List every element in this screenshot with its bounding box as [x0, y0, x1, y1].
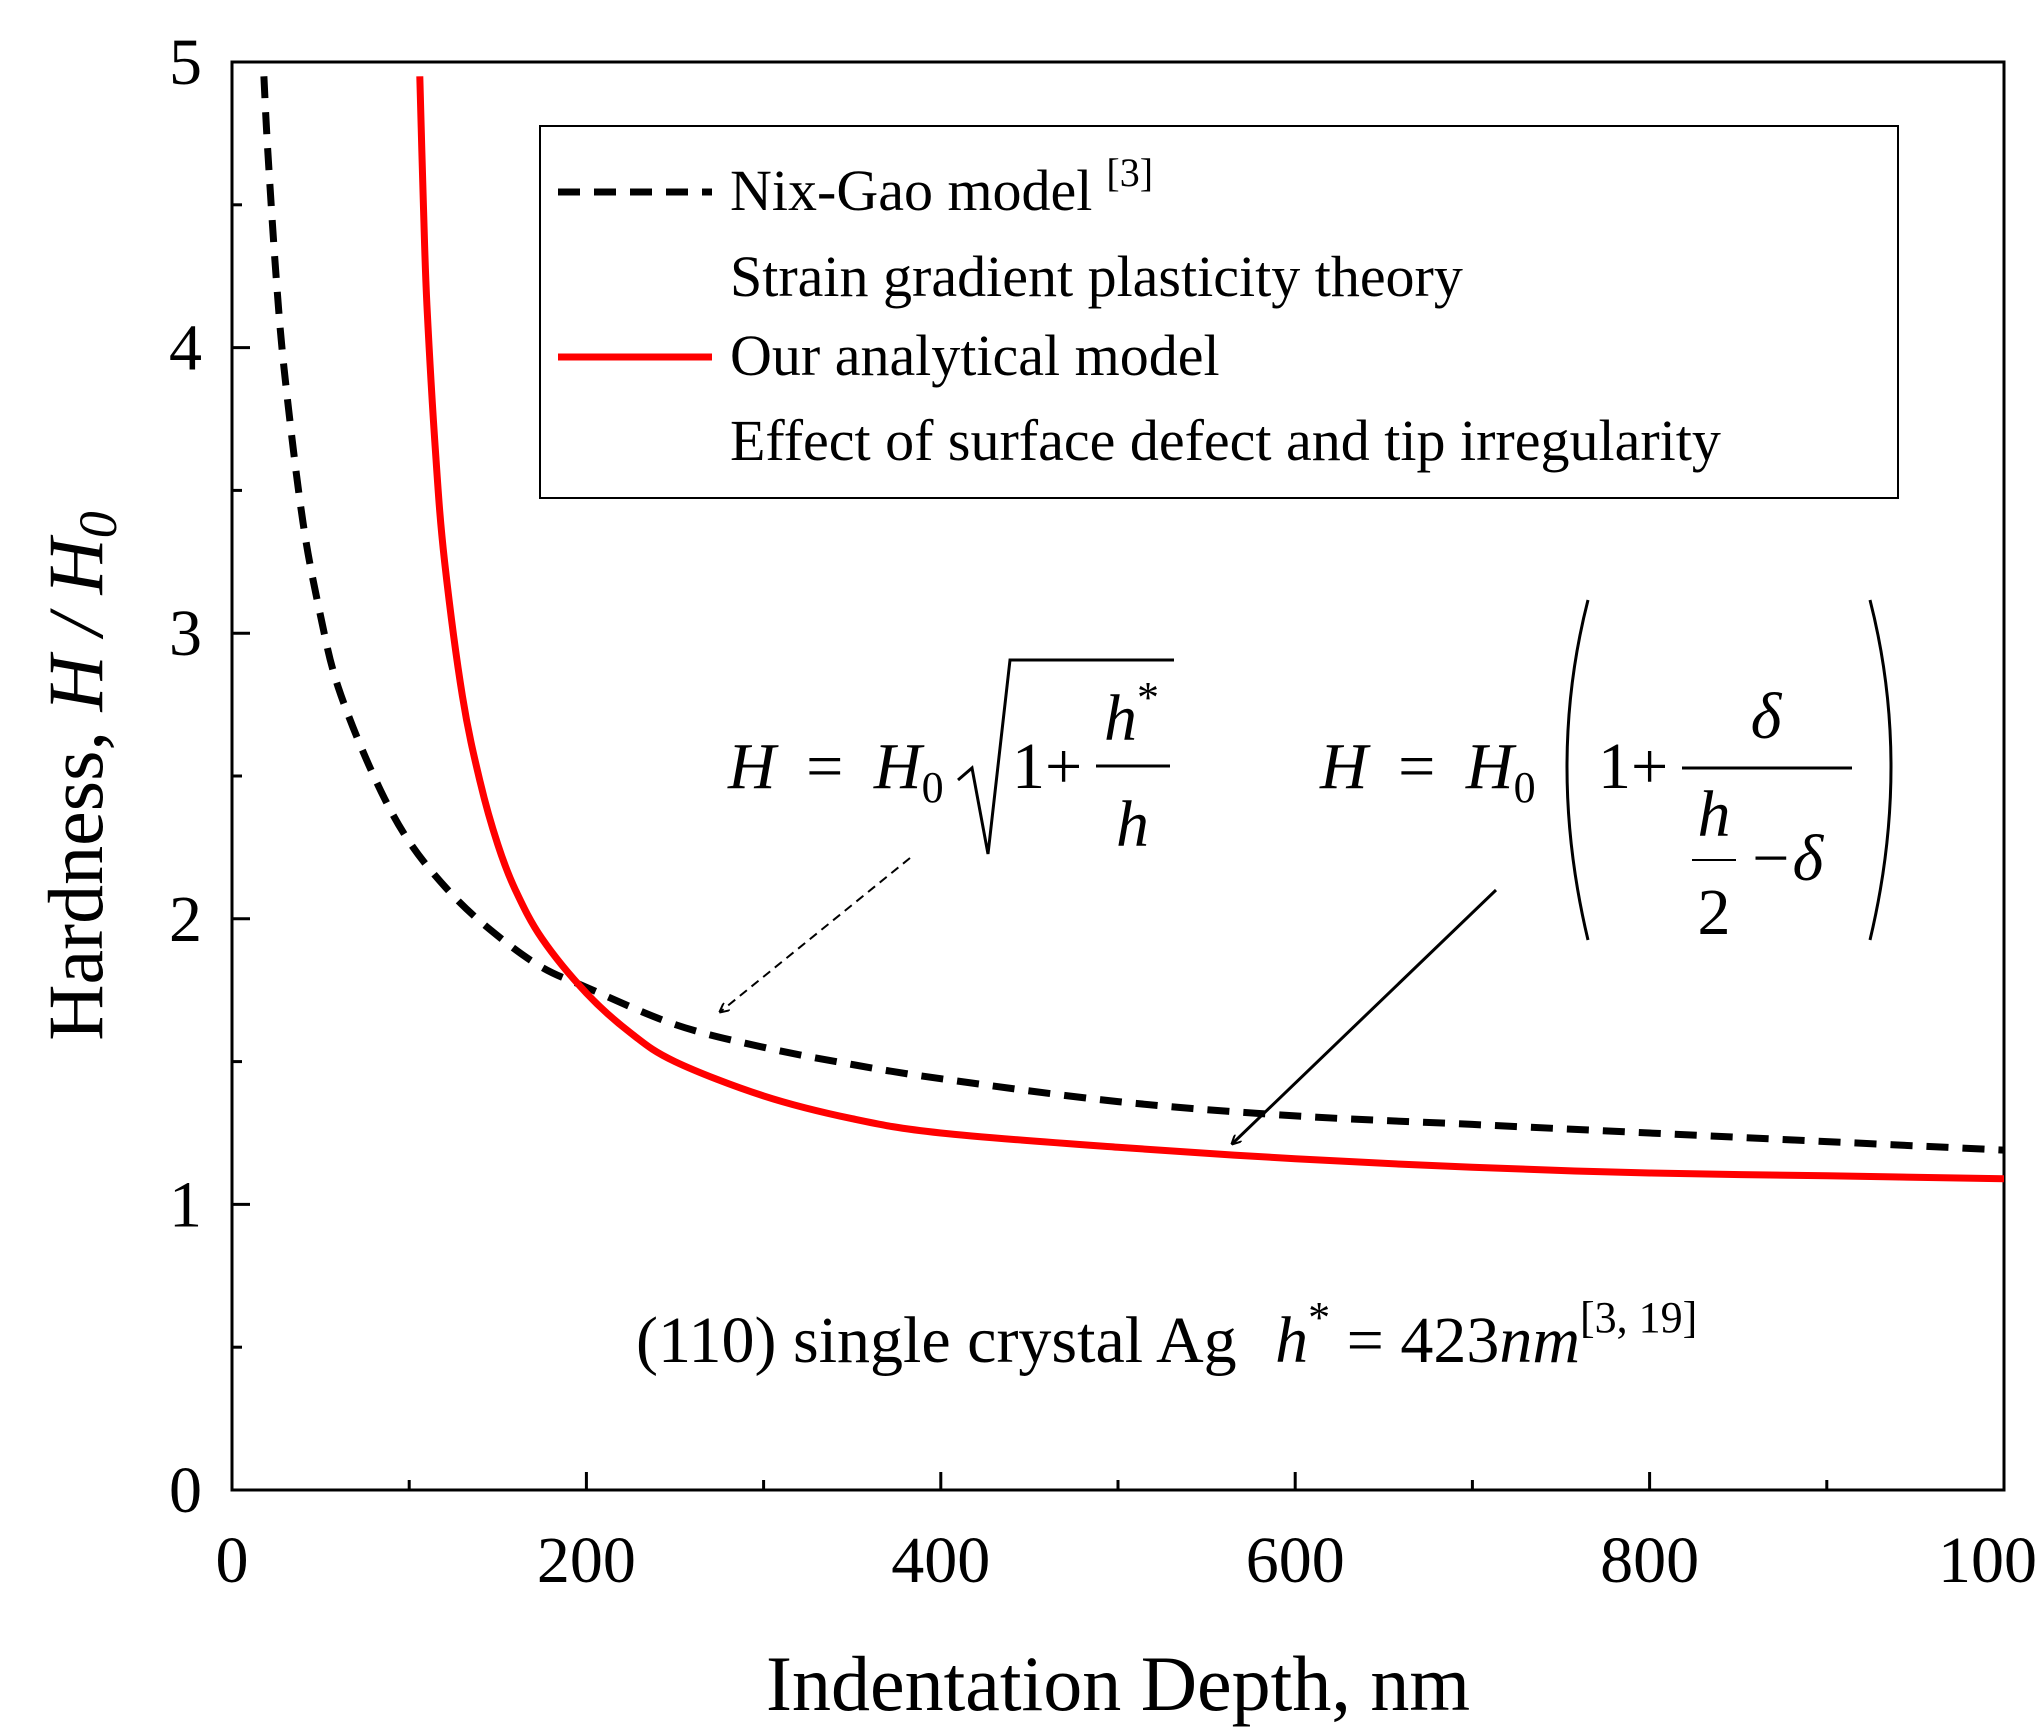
x-tick-label: 600 [1246, 1524, 1345, 1597]
equation-our-model-inner-denominator: 2 [1698, 876, 1731, 949]
equation-our-model-numerator: δ [1751, 680, 1783, 753]
equation-nix-gao-one-plus: 1+ [1012, 730, 1082, 803]
series-line-analytical-model [416, 76, 2004, 1183]
legend-subtitle-analytical-model: Effect of surface defect and tip irregul… [730, 408, 1721, 473]
legend: Nix-Gao model [3] Strain gradient plastic… [539, 125, 1899, 499]
x-tick-label: 400 [891, 1524, 990, 1597]
y-tick-label: 4 [169, 312, 202, 385]
legend-label-analytical-model: Our analytical model [730, 323, 1220, 388]
x-tick-label: 800 [1600, 1524, 1699, 1597]
equation-nix-gao-lhs: H = H0 [727, 730, 944, 812]
sqrt-sign [957, 658, 1174, 855]
x-tick-label: 200 [537, 1524, 636, 1597]
legend-label-nix-gao: Nix-Gao model [3] [730, 150, 1153, 223]
y-axis-title: Hardness, H / H0 [32, 511, 128, 1041]
right-paren [1868, 599, 1893, 941]
equation-nix-gao-numerator: h* [1104, 673, 1159, 755]
equation-nix-gao: H = H0 1+ h* h [720, 658, 1174, 1012]
series-line-nix-gao [260, 76, 2004, 1154]
arrow-to-analytical-curve [1232, 888, 1498, 1144]
legend-box [539, 125, 1899, 499]
legend-subtitle-nix-gao: Strain gradient plasticity theory [730, 244, 1463, 309]
y-tick-label: 1 [169, 1168, 202, 1241]
arrow-to-nix-gao-curve [720, 857, 911, 1012]
material-note: (110) single crystal Ag h* = 423nm[3, 19… [636, 1293, 1697, 1377]
y-axis: 0 1 2 3 4 5 [169, 26, 250, 1527]
y-tick-label: 0 [169, 1454, 202, 1527]
equation-our-model-lhs: H = H0 [1319, 730, 1536, 812]
y-tick-label: 3 [169, 597, 202, 670]
equation-our-model-inner-numerator: h [1698, 778, 1731, 851]
left-paren [1565, 599, 1590, 941]
equation-our-model-one-plus: 1+ [1598, 730, 1668, 803]
x-axis-title: Indentation Depth, nm [766, 1640, 1470, 1727]
y-tick-label: 2 [169, 883, 202, 956]
equation-our-model: H = H0 1+ δ h 2 −δ [1232, 599, 1893, 1144]
equation-nix-gao-denominator: h [1116, 788, 1149, 861]
equation-our-model-minus-delta: −δ [1748, 822, 1825, 895]
x-tick-label: 0 [216, 1524, 249, 1597]
y-tick-label: 5 [169, 26, 202, 99]
